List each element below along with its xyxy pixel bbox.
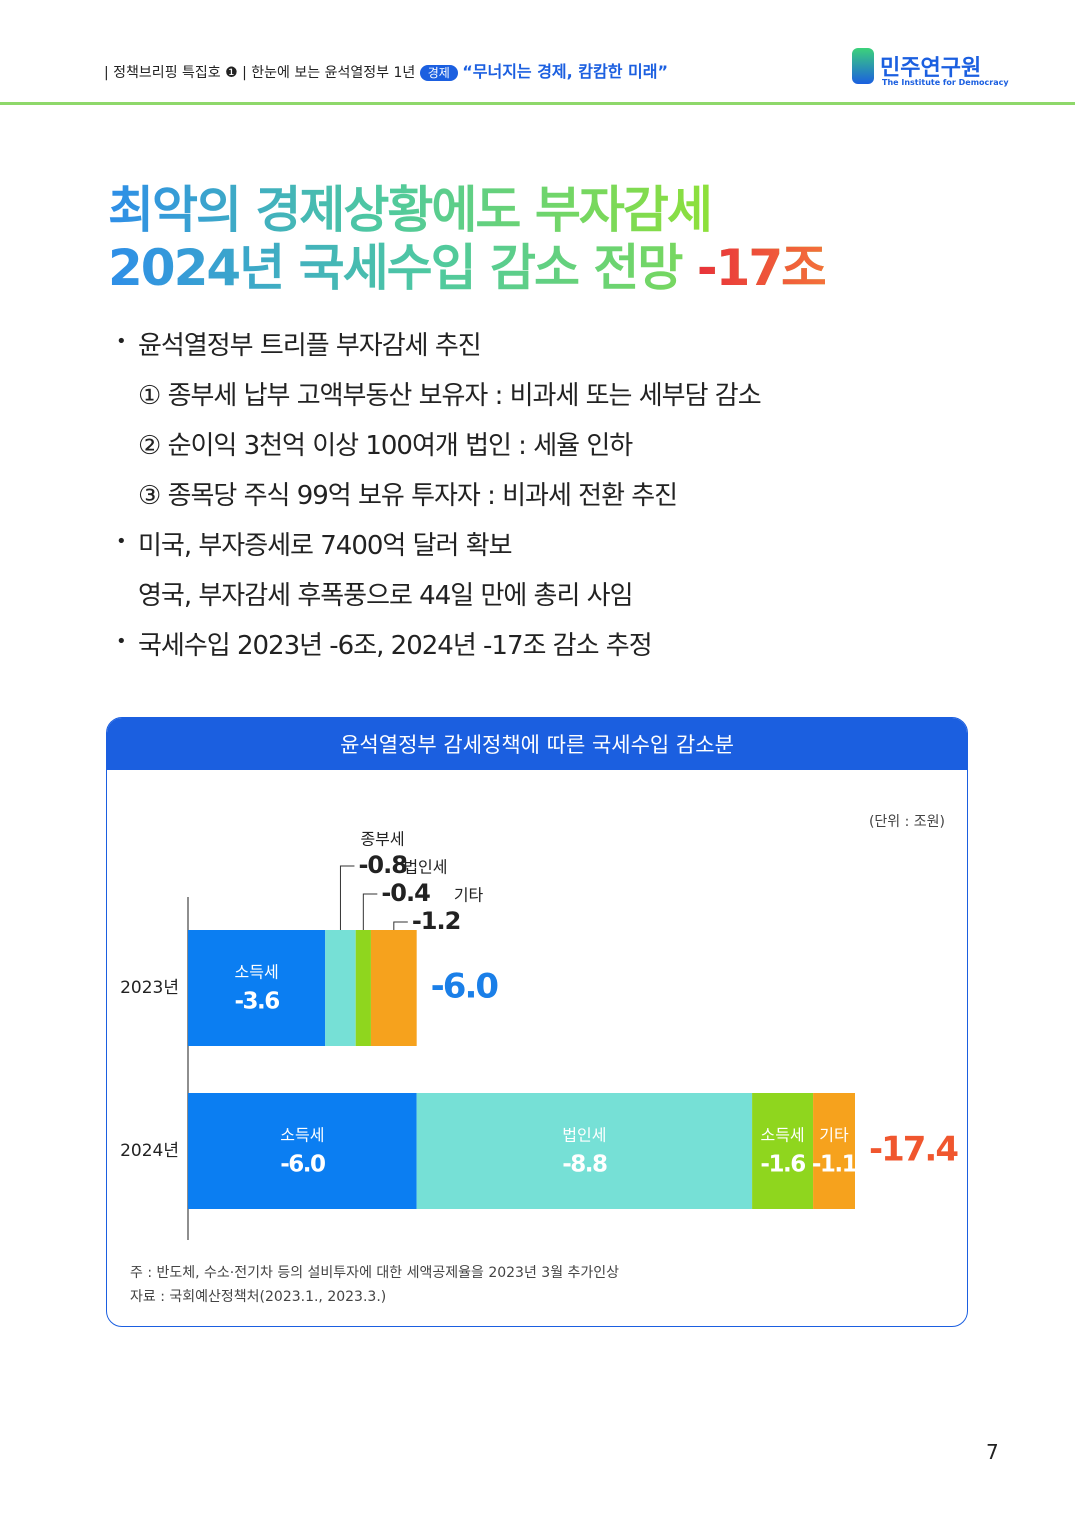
bullet-sub: ② 순이익 3천억 이상 100여개 법인 : 세율 인하: [138, 431, 633, 461]
header-rule: [0, 102, 1075, 105]
bar-segment: [188, 1093, 417, 1209]
segment-name: 종부세: [360, 830, 404, 849]
bar-segment: [752, 1093, 814, 1209]
chart-title: 윤석열정부 감세정책에 따른 국세수입 감소분: [107, 718, 967, 770]
bar-segment: [370, 930, 417, 1046]
segment-name: 법인세: [562, 1126, 606, 1145]
logo-icon: [852, 48, 874, 84]
logo-name: 민주연구원: [880, 56, 982, 81]
bullet-dot: •: [116, 531, 127, 552]
segment-value: -1.2: [412, 907, 460, 935]
segment-name: 기타: [454, 886, 484, 905]
bullet-text: 윤석열정부 트리플 부자감세 추진: [138, 331, 482, 361]
segment-value: -0.8: [358, 851, 407, 879]
bar-segment: [355, 930, 371, 1046]
title-highlight: -17조: [696, 239, 827, 297]
segment-name: 소득세: [760, 1126, 804, 1145]
title-line: 2024년 국세수입 감소 전망 -17조: [108, 228, 827, 300]
bar-segment: [416, 1093, 753, 1209]
segment-name: 소득세: [280, 1126, 324, 1145]
bullet-dot: •: [116, 631, 127, 652]
bullet-sub: ① 종부세 납부 고액부동산 보유자 : 비과세 또는 세부담 감소: [138, 381, 762, 411]
leader-line: [362, 893, 378, 930]
bar-total: -17.4: [869, 1130, 958, 1170]
bullet-dot: •: [116, 331, 127, 352]
segment-value: -8.8: [562, 1152, 607, 1178]
bullet-sub: ③ 종목당 주식 99억 보유 투자자 : 비과세 전환 추진: [138, 481, 678, 511]
segment-value: -3.6: [234, 989, 279, 1015]
bar-segment: [188, 930, 326, 1046]
bullet-text: 국세수입 2023년 -6조, 2024년 -17조 감소 추정: [138, 631, 653, 661]
title-text: 2024년 국세수입 감소 전망: [108, 239, 682, 297]
leader-line: [393, 921, 408, 930]
segment-value: -1.1: [812, 1152, 857, 1178]
header-series: | 정책브리핑 특집호 ❶ | 한눈에 보는 윤석열정부 1년 경제 “무너지는…: [104, 62, 668, 81]
note: 주 : 반도체, 수소·전기차 등의 설비투자에 대한 세액공제율을 2023년…: [130, 1265, 620, 1281]
bar-segment: [813, 1093, 855, 1209]
page-number: 7: [986, 1440, 999, 1464]
leader-line: [339, 865, 355, 930]
series: 정책브리핑 특집호 ❶: [113, 65, 238, 81]
quote: “무너지는 경제, 캄캄한 미래”: [462, 62, 668, 81]
segment-value: -6.0: [280, 1152, 325, 1178]
segment-name: 소득세: [235, 963, 279, 982]
segment-name: 법인세: [403, 858, 447, 877]
source: 자료 : 국회예산정책처(2023.1., 2023.3.): [130, 1289, 387, 1305]
segment-value: -1.6: [760, 1152, 805, 1178]
unit: (단위 : 조원): [869, 814, 945, 830]
bar-total: -6.0: [431, 967, 499, 1007]
segment-value: -0.4: [381, 879, 430, 907]
title-line: 최악의 경제상황에도 부자감세: [108, 170, 713, 242]
subtitle: 한눈에 보는 윤석열정부 1년: [251, 65, 416, 81]
chart-card: 윤석열정부 감세정책에 따른 국세수입 감소분: [106, 717, 968, 1327]
bullet-text: 미국, 부자증세로 7400억 달러 확보: [138, 531, 513, 561]
segment-name: 기타: [819, 1126, 849, 1145]
bullet-sub: 영국, 부자감세 후폭풍으로 44일 만에 총리 사임: [138, 581, 633, 611]
tag: 경제: [419, 65, 458, 81]
bar-segment: [325, 930, 356, 1046]
logo-sub: The Institute for Democracy: [882, 78, 1009, 87]
category-label: 2024년: [120, 1141, 179, 1161]
category-label: 2023년: [120, 978, 179, 998]
